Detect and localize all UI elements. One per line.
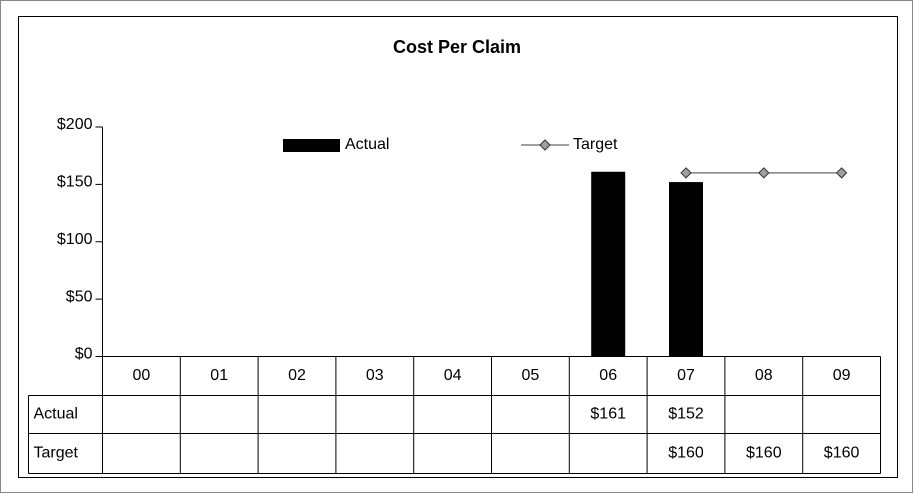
- table-value: $160: [668, 445, 704, 462]
- category-label: 07: [677, 367, 695, 384]
- table-value: $160: [746, 445, 782, 462]
- y-tick-label: $50: [66, 288, 93, 305]
- category-label: 05: [522, 367, 540, 384]
- legend-swatch: [283, 139, 340, 152]
- y-tick-label: $0: [75, 346, 93, 363]
- category-label: 09: [833, 367, 851, 384]
- legend-label: Actual: [345, 136, 389, 153]
- legend-label: Target: [573, 136, 618, 153]
- y-tick-label: $100: [57, 231, 93, 248]
- bar: [669, 182, 703, 357]
- row-label: Actual: [34, 406, 78, 423]
- chart-title: Cost Per Claim: [393, 37, 521, 57]
- table-value: $161: [590, 406, 626, 423]
- table-value: $160: [824, 445, 860, 462]
- marker: [758, 167, 770, 179]
- legend-marker: [539, 139, 551, 151]
- category-label: 06: [599, 367, 617, 384]
- category-label: 04: [444, 367, 462, 384]
- y-tick-label: $150: [57, 174, 93, 191]
- category-label: 02: [288, 367, 306, 384]
- row-label: Target: [34, 445, 79, 462]
- category-label: 08: [755, 367, 773, 384]
- chart-frame: [18, 16, 898, 478]
- table-value: $152: [668, 406, 704, 423]
- category-label: 01: [210, 367, 228, 384]
- category-label: 03: [366, 367, 384, 384]
- marker: [835, 167, 848, 179]
- y-tick-label: $200: [57, 116, 93, 133]
- marker: [680, 167, 692, 179]
- bar: [591, 171, 626, 357]
- category-label: 00: [133, 367, 151, 384]
